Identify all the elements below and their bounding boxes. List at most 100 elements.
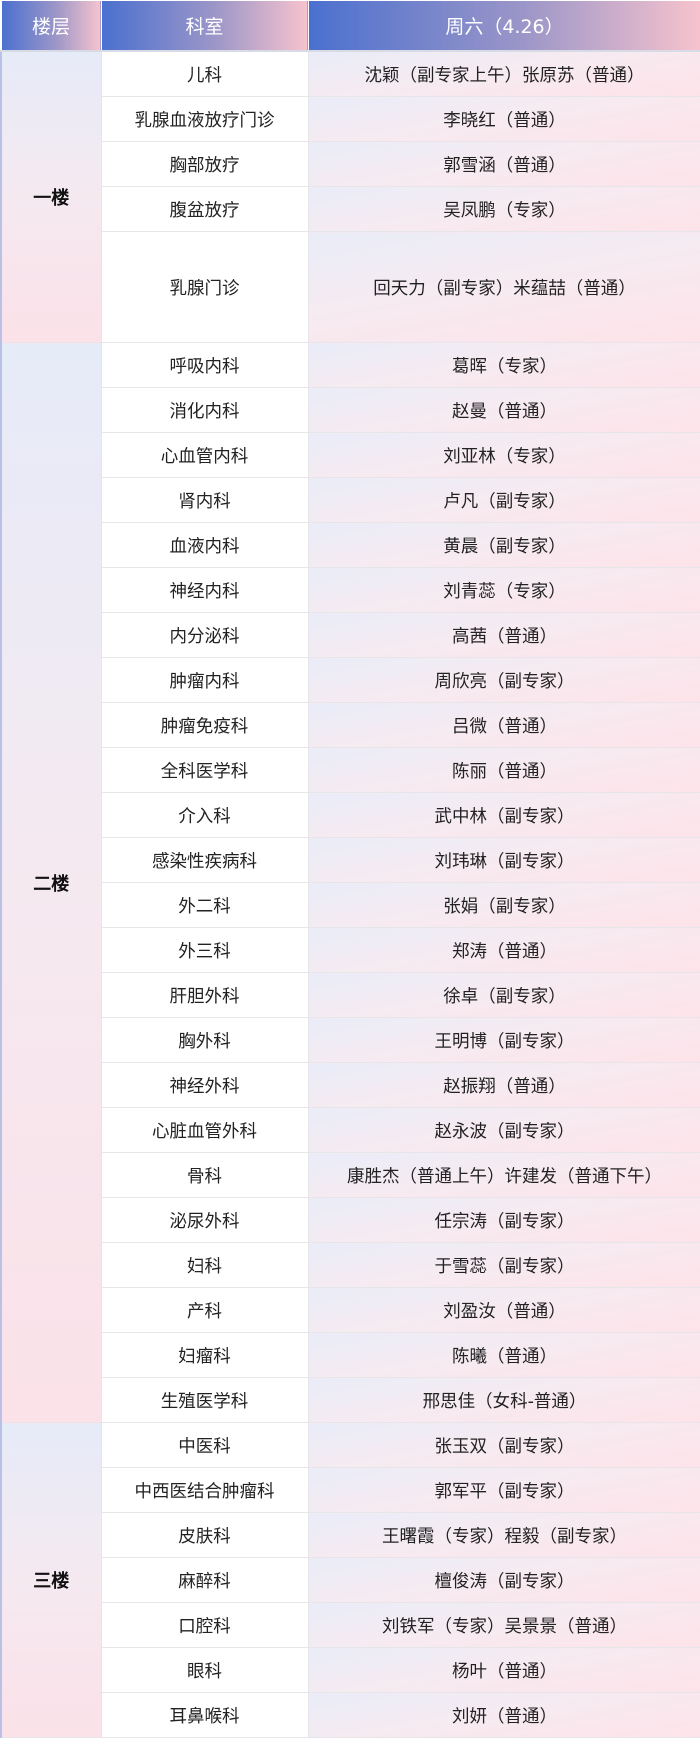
doctor-cell: 郑涛（普通）	[307, 927, 700, 973]
department-cell: 乳腺血液放疗门诊	[100, 96, 309, 142]
department-cell: 中医科	[100, 1422, 309, 1468]
department-cell: 心脏血管外科	[100, 1107, 309, 1153]
department-cell: 神经外科	[100, 1062, 309, 1108]
header-floor: 楼层	[0, 0, 102, 52]
doctor-cell: 郭军平（副专家）	[307, 1467, 700, 1513]
header-department: 科室	[100, 0, 309, 52]
department-cell: 产科	[100, 1287, 309, 1333]
doctor-cell: 刘玮琳（副专家）	[307, 837, 700, 883]
table-row: 中西医结合肿瘤科 郭军平（副专家）	[1, 1467, 700, 1513]
doctor-cell: 徐卓（副专家）	[307, 972, 700, 1018]
floor-cell: 一楼	[0, 50, 102, 343]
department-cell: 耳鼻喉科	[100, 1692, 309, 1738]
table-row: 生殖医学科 邢思佳（女科-普通）	[1, 1377, 700, 1423]
table-row: 耳鼻喉科 刘妍（普通）	[1, 1692, 700, 1738]
department-cell: 乳腺门诊	[100, 231, 309, 343]
table-row: 麻醉科 檀俊涛（副专家）	[1, 1557, 700, 1603]
table-row: 口腔科 刘铁军（专家）吴景景（普通）	[1, 1602, 700, 1648]
doctor-cell: 王曙霞（专家）程毅（副专家）	[307, 1512, 700, 1558]
table-row: 乳腺门诊 回天力（副专家）米蕴喆（普通）	[1, 231, 700, 343]
schedule-body: 一楼 儿科 沈颖（副专家上午）张原苏（普通） 乳腺血液放疗门诊 李晓红（普通） 胸部放疗郭…	[0, 50, 700, 1738]
doctor-cell: 李晓红（普通）	[307, 96, 700, 142]
table-row: 骨科 康胜杰（普通上午）许建发（普通下午）	[1, 1152, 700, 1198]
table-row: 消化内科 赵曼（普通）	[1, 387, 700, 433]
doctor-cell: 赵振翔（普通）	[307, 1062, 700, 1108]
department-cell: 外三科	[100, 927, 309, 973]
department-cell: 消化内科	[100, 387, 309, 433]
department-cell: 胸部放疗	[100, 141, 309, 187]
doctor-cell: 周欣亮（副专家）	[307, 657, 700, 703]
department-cell: 肿瘤免疫科	[100, 702, 309, 748]
doctor-cell: 于雪蕊（副专家）	[307, 1242, 700, 1288]
table-row: 腹盆放疗 吴凤鹏（专家）	[1, 186, 700, 232]
table-row: 全科医学科 陈丽（普通）	[1, 747, 700, 793]
table-row: 感染性疾病科 刘玮琳（副专家）	[1, 837, 700, 883]
department-cell: 呼吸内科	[100, 342, 309, 388]
doctor-cell: 赵永波（副专家）	[307, 1107, 700, 1153]
table-row: 妇瘤科 陈曦（普通）	[1, 1332, 700, 1378]
department-cell: 生殖医学科	[100, 1377, 309, 1423]
table-row: 妇科 于雪蕊（副专家）	[1, 1242, 700, 1288]
doctor-cell: 张娟（副专家）	[307, 882, 700, 928]
department-cell: 外二科	[100, 882, 309, 928]
doctor-cell: 葛晖（专家）	[307, 342, 700, 388]
table-row: 心血管内科 刘亚林（专家）	[1, 432, 700, 478]
table-row: 外二科 张娟（副专家）	[1, 882, 700, 928]
floor-cell: 二楼	[0, 342, 102, 1423]
department-cell: 血液内科	[100, 522, 309, 568]
table-row: 心脏血管外科 赵永波（副专家）	[1, 1107, 700, 1153]
department-cell: 胸外科	[100, 1017, 309, 1063]
table-row: 三楼 中医科 张玉双（副专家）	[0, 1422, 700, 1738]
department-cell: 眼科	[100, 1647, 309, 1693]
table-row: 二楼 呼吸内科 葛晖（专家）	[0, 342, 700, 1423]
doctor-cell: 刘青蕊（专家）	[307, 567, 700, 613]
doctor-cell: 武中林（副专家）	[307, 792, 700, 838]
table-row: 神经外科 赵振翔（普通）	[1, 1062, 700, 1108]
department-cell: 心血管内科	[100, 432, 309, 478]
department-cell: 妇瘤科	[100, 1332, 309, 1378]
department-cell: 肿瘤内科	[100, 657, 309, 703]
department-cell: 肝胆外科	[100, 972, 309, 1018]
department-cell: 皮肤科	[100, 1512, 309, 1558]
doctor-cell: 赵曼（普通）	[307, 387, 700, 433]
department-cell: 全科医学科	[100, 747, 309, 793]
table-row: 神经内科 刘青蕊（专家）	[1, 567, 700, 613]
department-cell: 口腔科	[100, 1602, 309, 1648]
header-row: 楼层 科室 周六（4.26）	[0, 0, 700, 52]
doctor-cell: 吴凤鹏（专家）	[307, 186, 700, 232]
doctor-cell: 郭雪涵（普通）	[307, 141, 700, 187]
table-row: 一楼 儿科 沈颖（副专家上午）张原苏（普通）	[0, 50, 700, 343]
doctor-cell: 杨叶（普通）	[307, 1647, 700, 1693]
department-cell: 内分泌科	[100, 612, 309, 658]
doctor-cell: 陈曦（普通）	[307, 1332, 700, 1378]
table-row: 内分泌科 高茜（普通）	[1, 612, 700, 658]
department-cell: 肾内科	[100, 477, 309, 523]
table-row: 肾内科 卢凡（副专家）	[1, 477, 700, 523]
department-cell: 骨科	[100, 1152, 309, 1198]
department-cell: 感染性疾病科	[100, 837, 309, 883]
department-cell: 妇科	[100, 1242, 309, 1288]
doctor-cell: 高茜（普通）	[307, 612, 700, 658]
table-row: 肿瘤内科 周欣亮（副专家）	[1, 657, 700, 703]
table-row: 眼科 杨叶（普通）	[1, 1647, 700, 1693]
table-row: 血液内科 黄晨（副专家）	[1, 522, 700, 568]
department-cell: 中西医结合肿瘤科	[100, 1467, 309, 1513]
table-row: 胸外科 王明博（副专家）	[1, 1017, 700, 1063]
department-cell: 腹盆放疗	[100, 186, 309, 232]
table-row: 外三科 郑涛（普通）	[1, 927, 700, 973]
doctor-cell: 王明博（副专家）	[307, 1017, 700, 1063]
doctor-cell: 张玉双（副专家）	[307, 1422, 700, 1468]
doctor-cell: 吕微（普通）	[307, 702, 700, 748]
table-row: 肝胆外科 徐卓（副专家）	[1, 972, 700, 1018]
doctor-cell: 卢凡（副专家）	[307, 477, 700, 523]
table-row: 乳腺血液放疗门诊 李晓红（普通）	[1, 96, 700, 142]
doctor-cell: 康胜杰（普通上午）许建发（普通下午）	[307, 1152, 700, 1198]
department-cell: 神经内科	[100, 567, 309, 613]
doctor-cell: 刘铁军（专家）吴景景（普通）	[307, 1602, 700, 1648]
table-row: 肿瘤免疫科 吕微（普通）	[1, 702, 700, 748]
department-cell: 泌尿外科	[100, 1197, 309, 1243]
department-cell: 介入科	[100, 792, 309, 838]
floor-cell: 三楼	[0, 1422, 102, 1738]
department-cell: 麻醉科	[100, 1557, 309, 1603]
